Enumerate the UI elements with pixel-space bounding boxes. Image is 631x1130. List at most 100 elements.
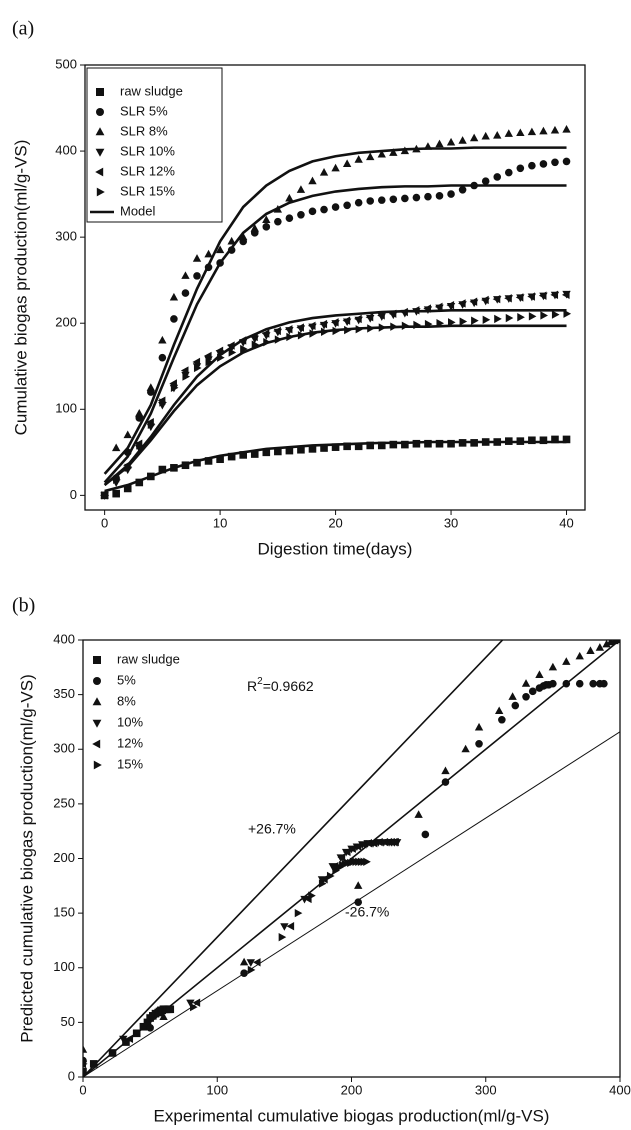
y-tick-label: 0: [70, 487, 77, 502]
data-point: [359, 840, 367, 849]
data-point: [447, 439, 455, 448]
y-tick-label: 350: [53, 686, 75, 701]
data-point: [250, 332, 258, 342]
data-point: [538, 291, 547, 300]
y-axis-label: Predicted cumulative biogas production(m…: [17, 674, 36, 1043]
data-point: [390, 322, 398, 331]
data-point: [458, 299, 466, 308]
data-point: [261, 329, 270, 338]
data-point: [204, 457, 213, 465]
data-point: [515, 293, 524, 302]
legend-marker: [92, 719, 102, 728]
legend-marker: [95, 167, 104, 177]
data-point: [331, 203, 340, 211]
data-point: [413, 320, 421, 330]
data-point: [551, 158, 559, 167]
data-point: [192, 254, 202, 262]
data-point: [562, 435, 571, 444]
data-point: [504, 129, 513, 137]
legend-label: 12%: [117, 735, 143, 750]
data-point: [493, 173, 502, 181]
y-tick-label: 300: [53, 741, 75, 756]
data-point: [493, 438, 502, 446]
data-point: [550, 290, 559, 299]
x-tick-label: 0: [79, 1082, 86, 1097]
data-point: [344, 325, 352, 335]
data-point: [215, 346, 224, 355]
data-point: [190, 1002, 198, 1012]
x-tick-label: 40: [559, 515, 573, 530]
data-point: [83, 1067, 87, 1076]
data-point: [273, 326, 281, 336]
data-point: [286, 332, 294, 342]
reference-label: +26.7%: [248, 821, 296, 837]
data-point: [354, 881, 363, 889]
data-point: [364, 839, 372, 848]
data-point: [238, 336, 247, 345]
y-tick-label: 200: [53, 850, 75, 865]
data-point: [528, 687, 537, 696]
data-point: [400, 146, 410, 155]
data-point: [389, 195, 398, 204]
data-point: [318, 879, 327, 888]
legend-marker: [95, 148, 105, 157]
x-tick-label: 30: [444, 515, 458, 530]
data-point: [135, 409, 144, 417]
x-tick-label: 200: [341, 1082, 363, 1097]
data-point: [320, 205, 328, 214]
data-point: [89, 1060, 98, 1068]
x-axis-label: Digestion time(days): [258, 539, 413, 558]
data-point: [135, 478, 144, 487]
panel-label: (b): [12, 595, 35, 617]
plot-area: [83, 640, 620, 1077]
y-tick-label: 0: [68, 1068, 75, 1083]
panel: (b) 0 100 200 300 400 0 50 100 150 200 250 300 350 400…: [12, 595, 631, 1126]
data-point: [274, 447, 282, 456]
data-point: [366, 152, 375, 161]
data-point: [216, 455, 224, 464]
legend-marker: [96, 108, 104, 116]
data-point: [246, 959, 255, 967]
data-point: [469, 297, 478, 306]
data-point: [551, 435, 559, 444]
data-point: [527, 292, 535, 301]
data-point: [147, 420, 156, 429]
data-point: [342, 847, 351, 857]
data-point: [204, 263, 213, 272]
data-point: [522, 693, 530, 701]
legend-marker: [96, 88, 104, 96]
data-point: [481, 177, 490, 185]
data-point: [228, 348, 237, 357]
model-curve: [103, 309, 567, 487]
data-point: [412, 144, 421, 153]
data-point: [123, 484, 132, 493]
data-point: [378, 323, 387, 332]
data-point: [412, 439, 421, 448]
data-point: [343, 442, 351, 451]
data-point: [239, 232, 248, 241]
data-point: [217, 353, 225, 362]
data-point: [516, 128, 525, 137]
data-point: [308, 207, 317, 216]
data-point: [474, 722, 484, 731]
data-point: [307, 321, 316, 330]
legend-marker: [96, 187, 105, 197]
data-point: [354, 314, 362, 324]
data-point: [528, 436, 536, 445]
data-point: [296, 185, 306, 193]
data-point: [319, 319, 328, 329]
data-point: [562, 657, 571, 665]
data-point: [251, 340, 260, 349]
model-curve: [103, 146, 567, 475]
data-point: [600, 679, 608, 688]
legend-marker: [95, 127, 105, 136]
data-point: [274, 217, 282, 226]
data-point: [446, 137, 456, 146]
data-point: [423, 304, 431, 313]
data-point: [589, 679, 597, 688]
legend-label: SLR 15%: [120, 183, 175, 198]
data-point: [169, 292, 179, 301]
data-point: [247, 965, 256, 975]
data-point: [204, 249, 213, 258]
data-point: [459, 317, 468, 326]
